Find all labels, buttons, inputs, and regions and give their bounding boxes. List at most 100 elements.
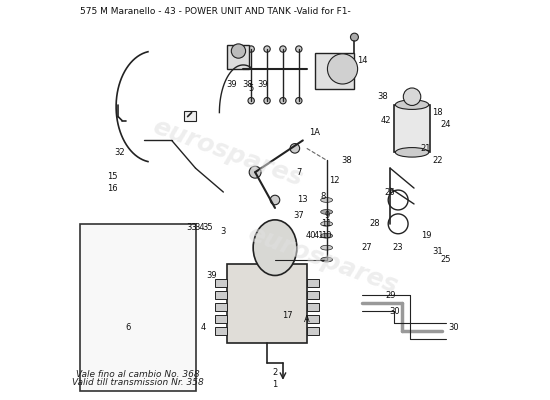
Text: 16: 16 [107,184,118,192]
Text: Valid till transmission Nr. 358: Valid till transmission Nr. 358 [72,378,204,387]
Text: 15: 15 [107,172,117,181]
Circle shape [270,195,280,205]
Bar [216,303,227,311]
Bar [101,279,113,290]
Text: 33: 33 [186,223,197,232]
Circle shape [232,44,246,58]
Bar [101,329,113,341]
Bar [216,327,227,335]
Text: 40: 40 [305,231,316,240]
Ellipse shape [321,210,333,214]
Bar [307,303,318,311]
Circle shape [248,98,254,104]
Text: 38: 38 [242,80,252,89]
Text: 18: 18 [432,108,443,117]
Text: 7: 7 [296,168,301,177]
Circle shape [248,46,254,52]
Circle shape [296,98,302,104]
Text: 37: 37 [294,211,304,220]
Bar [307,327,318,335]
Text: 10: 10 [321,231,332,240]
Bar [92,267,100,271]
Bar [101,312,113,324]
Text: 26: 26 [385,188,395,196]
Text: 8: 8 [320,192,326,200]
Circle shape [296,46,302,52]
Text: 39: 39 [258,80,268,89]
Text: 12: 12 [329,176,340,185]
Text: 30: 30 [389,307,399,316]
Text: 21: 21 [421,144,431,153]
Bar [113,282,163,349]
Text: 14: 14 [357,56,367,66]
Circle shape [327,54,358,84]
Bar [307,280,318,287]
Text: 9: 9 [324,211,329,220]
Text: 39: 39 [206,271,217,280]
Text: 39: 39 [226,80,236,89]
Text: 38: 38 [377,92,388,101]
Text: 27: 27 [361,243,372,252]
Bar [216,315,227,323]
Text: eurospares: eurospares [149,114,306,191]
Bar [227,45,249,69]
Circle shape [249,166,261,178]
Ellipse shape [321,198,333,202]
Ellipse shape [395,100,429,110]
Bar [227,264,307,343]
Text: 2: 2 [272,368,278,377]
Bar [307,291,318,299]
Bar [216,280,227,287]
Text: 29: 29 [385,291,395,300]
Text: 42: 42 [381,116,392,125]
Text: 23: 23 [393,243,404,252]
Text: A: A [304,315,310,324]
Text: 17: 17 [282,311,292,320]
Circle shape [280,98,286,104]
Text: 4: 4 [201,323,206,332]
Circle shape [350,33,359,41]
Bar [394,105,430,152]
Text: 575 M Maranello - 43 - POWER UNIT AND TANK -Valid for F1-: 575 M Maranello - 43 - POWER UNIT AND TA… [80,7,351,16]
Ellipse shape [92,254,100,268]
Ellipse shape [321,222,333,226]
Text: 25: 25 [441,255,451,264]
Text: 28: 28 [369,219,379,228]
Text: 5: 5 [249,84,254,93]
Circle shape [264,46,270,52]
Bar [216,291,227,299]
Text: 6: 6 [125,323,131,332]
Text: 24: 24 [441,120,451,129]
Bar [307,315,318,323]
Circle shape [280,46,286,52]
Text: 32: 32 [115,148,125,157]
Bar [184,111,196,120]
Text: 13: 13 [298,196,308,204]
Text: 1A: 1A [309,128,320,137]
Text: 11: 11 [321,219,332,228]
Text: eurospares: eurospares [244,221,401,298]
Text: 34: 34 [194,223,205,232]
Ellipse shape [321,233,333,238]
Text: 22: 22 [433,156,443,165]
Bar [101,296,113,307]
Text: 35: 35 [202,223,213,232]
Bar [92,287,100,291]
Circle shape [100,337,107,344]
Bar [315,53,354,89]
Text: 38: 38 [341,156,352,165]
Text: 41: 41 [314,231,324,240]
Circle shape [264,98,270,104]
Text: 19: 19 [421,231,431,240]
Ellipse shape [92,274,100,288]
Text: 3: 3 [221,227,226,236]
Circle shape [403,88,421,106]
Circle shape [100,295,107,303]
Ellipse shape [395,148,429,157]
Bar [80,224,196,391]
Text: 31: 31 [432,247,443,256]
Text: Vale fino al cambio No. 368: Vale fino al cambio No. 368 [76,370,200,379]
Ellipse shape [253,220,297,276]
Circle shape [290,144,300,153]
Ellipse shape [321,257,333,262]
